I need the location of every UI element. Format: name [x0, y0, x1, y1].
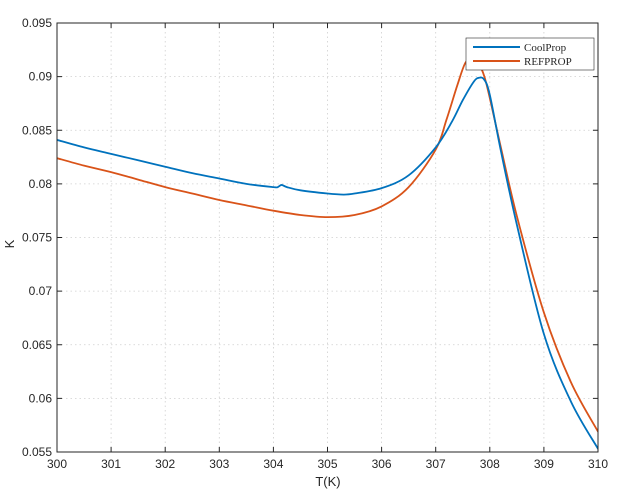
gridlines	[57, 23, 598, 452]
series-layer	[57, 56, 598, 450]
x-tick-label: 303	[209, 457, 229, 471]
legend: CoolProp REFPROP	[465, 37, 595, 71]
y-tick-label: 0.09	[29, 70, 53, 84]
x-tick-label: 307	[426, 457, 446, 471]
x-tick-label: 309	[534, 457, 554, 471]
y-tick-labels: 0.055 0.06 0.065 0.07 0.075 0.08 0.085 0.09 0.09…	[22, 16, 52, 459]
y-tick-label: 0.055	[22, 445, 52, 459]
x-tick-label: 302	[155, 457, 175, 471]
series-line-coolprop	[57, 76, 598, 450]
x-tick-label: 306	[372, 457, 392, 471]
y-axis-label: K	[2, 239, 17, 248]
x-tick-label: 308	[480, 457, 500, 471]
y-tick-label: 0.075	[22, 231, 52, 245]
y-tick-label: 0.095	[22, 16, 52, 30]
y-tick-label: 0.06	[29, 391, 53, 405]
y-tick-label: 0.065	[22, 338, 52, 352]
x-axis-label: T(K)	[315, 474, 340, 489]
legend-label-coolprop: CoolProp	[524, 42, 567, 54]
x-tick-label: 304	[263, 457, 283, 471]
x-tick-labels: 300 301 302 303 304 305 306 307 308 309 310	[47, 457, 608, 471]
y-tick-label: 0.085	[22, 123, 52, 137]
x-tick-label: 301	[101, 457, 121, 471]
legend-box	[465, 37, 595, 71]
tick-marks	[56, 22, 599, 453]
x-tick-label: 310	[588, 457, 608, 471]
y-tick-label: 0.07	[29, 284, 53, 298]
x-tick-label: 305	[317, 457, 337, 471]
y-tick-label: 0.08	[29, 177, 53, 191]
x-tick-label: 300	[47, 457, 67, 471]
legend-label-refprop: REFPROP	[524, 56, 572, 68]
